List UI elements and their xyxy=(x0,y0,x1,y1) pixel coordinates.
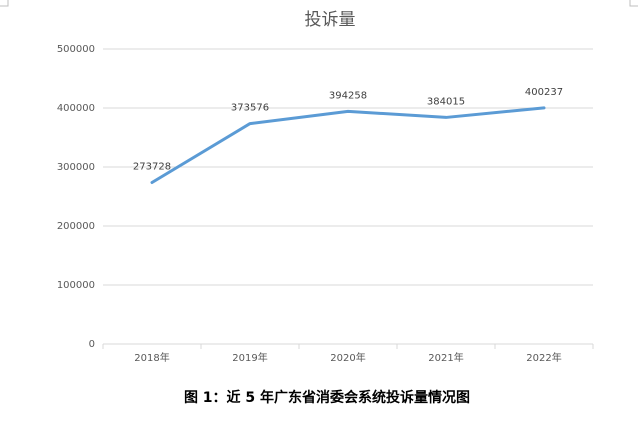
x-tick-label: 2019年 xyxy=(232,351,267,364)
chart-title: 投诉量 xyxy=(305,10,356,30)
x-tick-label: 2020年 xyxy=(330,351,365,364)
data-label: 394258 xyxy=(329,90,367,101)
x-tick-label: 2018年 xyxy=(134,351,169,364)
y-tick-label: 500000 xyxy=(57,44,95,55)
y-tick-label: 200000 xyxy=(57,221,95,232)
data-label: 400237 xyxy=(525,87,563,98)
x-tick-label: 2021年 xyxy=(428,351,463,364)
caption: 图 1：近 5 年广东省消委会系统投诉量情况图 xyxy=(184,389,470,406)
data-label: 273728 xyxy=(133,162,171,173)
y-tick-label: 100000 xyxy=(57,280,95,291)
y-tick-label: 400000 xyxy=(57,103,95,114)
corner-mark xyxy=(0,0,638,7)
data-label: 384015 xyxy=(427,96,465,107)
y-tick-label: 300000 xyxy=(57,162,95,173)
x-tick-label: 2022年 xyxy=(526,351,561,364)
line xyxy=(150,106,546,185)
data-label: 373576 xyxy=(231,103,269,114)
y-tick-label: 0 xyxy=(89,339,95,350)
